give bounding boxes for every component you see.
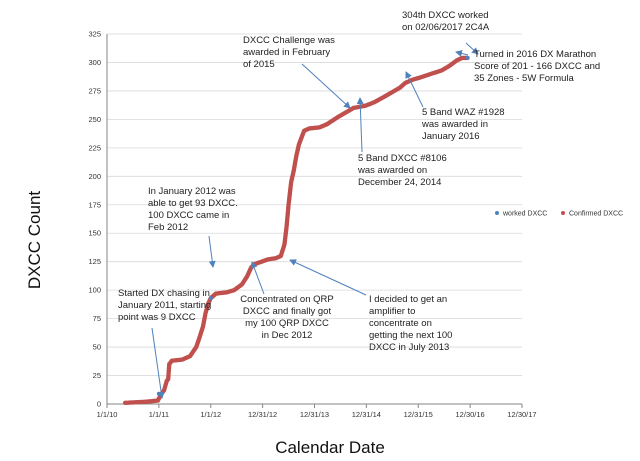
- annotation-arrow: [405, 71, 424, 108]
- x-tick-label: 12/31/12: [248, 410, 277, 419]
- annotation-line: December 24, 2014: [358, 177, 441, 188]
- y-tick-label: 275: [88, 86, 101, 95]
- x-tick-label: 12/30/17: [507, 410, 536, 419]
- x-tick-label: 1/1/10: [97, 410, 118, 419]
- y-tick-label: 300: [88, 58, 101, 67]
- y-tick-label: 75: [93, 314, 101, 323]
- data-point-worked: [208, 296, 213, 301]
- annotation-arrows: [151, 42, 479, 399]
- annotation-arrow: [151, 327, 165, 399]
- x-tick-labels: 1/1/10 1/1/11 1/1/12 12/31/12 12/31/13 12/31/…: [97, 410, 537, 419]
- legend-marker-worked: [495, 211, 499, 215]
- x-tick-label: 12/31/15: [404, 410, 433, 419]
- annotation-line: Concentrated on QRP: [240, 294, 333, 305]
- y-axis-title: DXCC Count: [25, 191, 44, 290]
- y-tick-label: 225: [88, 143, 101, 152]
- annotation-line: 35 Zones - 5W Formula: [474, 73, 574, 84]
- annotation-arrow: [289, 259, 367, 296]
- x-tick-label: 12/30/16: [456, 410, 485, 419]
- y-tick-label: 125: [88, 257, 101, 266]
- y-tick-labels: 0 25 50 75 100 125 150 175 200 225 250 275 300 325: [88, 30, 101, 409]
- annotation-line: January 2016: [422, 131, 480, 142]
- annotation-text: Concentrated on QRP DXCC and finally got m…: [240, 294, 333, 341]
- annotation-line: DXCC in July 2013: [369, 342, 449, 353]
- annotation-line: January 2011, starting: [118, 300, 211, 311]
- legend: worked DXCC Confirmed DXCC: [495, 211, 623, 218]
- annotation-text: Turned in 2016 DX Marathon Score of 201 -…: [474, 49, 600, 84]
- data-series: [122, 55, 470, 406]
- annotation-line: my 100 QRP DXCC: [245, 318, 329, 329]
- annotation-line: was awarded in: [421, 119, 488, 130]
- annotation-arrow: [455, 50, 469, 57]
- annotation-arrow: [356, 97, 364, 153]
- annotation-arrow: [208, 235, 216, 268]
- annotation-text: 5 Band WAZ #1928 was awarded in January 20…: [421, 107, 505, 142]
- annotation-line: Feb 2012: [148, 222, 188, 233]
- annotation-text: DXCC Challenge was awarded in February of …: [243, 35, 335, 70]
- y-tick-label: 100: [88, 286, 101, 295]
- annotation-text: 304th DXCC worked on 02/06/2017 2C4A: [402, 10, 490, 33]
- annotation-line: was awarded on: [357, 165, 427, 176]
- annotation-line: I decided to get an: [369, 294, 447, 305]
- legend-label-confirmed: Confirmed DXCC: [569, 211, 623, 218]
- annotation-line: Turned in 2016 DX Marathon: [474, 49, 596, 60]
- annotation-line: on 02/06/2017 2C4A: [402, 22, 490, 33]
- x-axis-title: Calendar Date: [275, 438, 385, 457]
- y-tick-label: 150: [88, 229, 101, 238]
- annotation-arrow: [465, 42, 479, 55]
- y-tick-label: 175: [88, 200, 101, 209]
- y-tick-label: 325: [88, 30, 101, 39]
- annotation-arrow: [250, 261, 265, 295]
- x-tick-label: 12/31/13: [300, 410, 329, 419]
- annotation-line: DXCC and finally got: [243, 306, 332, 317]
- annotation-line: Started DX chasing in: [118, 288, 210, 299]
- x-tick-label: 12/31/14: [352, 410, 381, 419]
- annotation-line: DXCC Challenge was: [243, 35, 335, 46]
- gridlines: [107, 33, 522, 376]
- annotations: 304th DXCC worked on 02/06/2017 2C4A DXCC …: [118, 10, 600, 353]
- y-tick-label: 50: [93, 343, 101, 352]
- annotation-line: of 2015: [243, 59, 275, 70]
- annotation-line: 100 DXCC came in: [148, 210, 229, 221]
- annotation-text: I decided to get an amplifier to concentra…: [369, 294, 452, 353]
- annotation-line: amplifier to: [369, 306, 415, 317]
- annotation-line: Score of 201 - 166 DXCC and: [474, 61, 600, 72]
- annotation-line: point was 9 DXCC: [118, 312, 196, 323]
- annotation-line: awarded in February: [243, 47, 330, 58]
- annotation-line: concentrate on: [369, 318, 432, 329]
- y-tick-label: 250: [88, 115, 101, 124]
- y-tick-label: 200: [88, 172, 101, 181]
- x-tick-label: 1/1/11: [149, 410, 169, 419]
- y-tick-label: 0: [97, 400, 101, 409]
- annotation-line: in Dec 2012: [262, 330, 313, 341]
- data-point-worked: [465, 55, 470, 60]
- annotation-line: getting the next 100: [369, 330, 452, 341]
- annotation-text: In January 2012 was able to get 93 DXCC. 1…: [148, 186, 238, 233]
- annotation-line: In January 2012 was: [148, 186, 236, 197]
- axes: [106, 34, 523, 408]
- annotation-text: Started DX chasing in January 2011, start…: [118, 288, 211, 323]
- x-tick-label: 1/1/12: [200, 410, 221, 419]
- y-tick-label: 25: [93, 371, 101, 380]
- annotation-line: 5 Band WAZ #1928: [422, 107, 505, 118]
- annotation-text: 5 Band DXCC #8106 was awarded on December …: [357, 153, 447, 188]
- annotation-line: 304th DXCC worked: [402, 10, 489, 21]
- data-point-worked: [156, 391, 161, 396]
- legend-marker-confirmed: [561, 211, 565, 215]
- legend-label-worked: worked DXCC: [502, 211, 547, 218]
- annotation-arrow: [301, 63, 351, 109]
- annotation-line: 5 Band DXCC #8106: [358, 153, 447, 164]
- annotation-line: able to get 93 DXCC.: [148, 198, 238, 209]
